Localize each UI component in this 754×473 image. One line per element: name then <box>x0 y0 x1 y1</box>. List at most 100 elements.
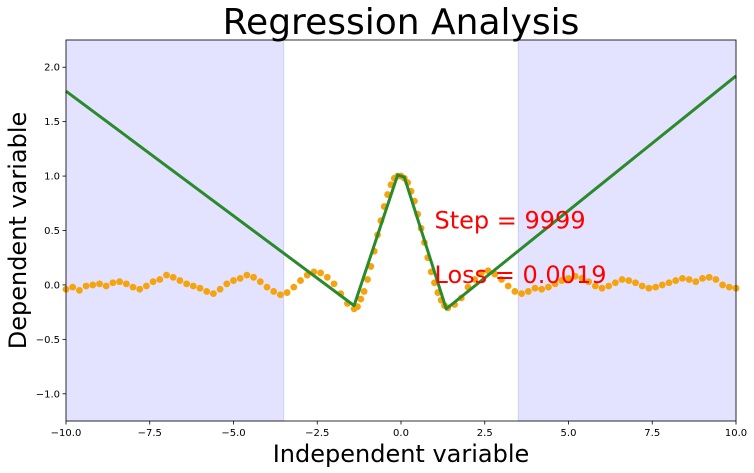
scatter-point <box>136 285 144 293</box>
scatter-point <box>297 277 304 284</box>
scatter-point <box>692 278 700 286</box>
scatter-point <box>216 285 224 293</box>
scatter-point <box>685 276 693 283</box>
y-tick-label: 0.0 <box>44 280 60 291</box>
scatter-point <box>605 282 613 290</box>
scatter-point <box>645 284 653 292</box>
chart-title: Regression Analysis <box>223 2 580 43</box>
scatter-point <box>598 284 606 292</box>
scatter-point <box>183 280 191 288</box>
scatter-point <box>169 273 177 281</box>
fit-line <box>65 74 737 311</box>
scatter-point <box>189 282 197 290</box>
scatter-point <box>638 282 646 290</box>
scatter-point <box>243 271 251 279</box>
scatter-point <box>102 282 110 290</box>
scatter-point <box>176 277 184 284</box>
x-tick-label: 0.0 <box>393 428 409 439</box>
y-tick-label: 1.5 <box>44 117 60 128</box>
scatter-point <box>478 269 485 277</box>
scatter-point <box>652 283 659 291</box>
scatter-point <box>96 280 103 288</box>
scatter-point <box>236 274 244 282</box>
scatter-point <box>498 276 505 283</box>
scatter-point <box>283 289 291 296</box>
fit-line-series <box>65 74 737 311</box>
scatter-point <box>551 280 559 288</box>
y-tick-label: −1.0 <box>36 389 60 400</box>
scatter-point <box>565 274 572 282</box>
scatter-point <box>699 274 706 282</box>
x-axis-ticks: −10.0 −7.5 −5.0 −2.5 0.0 2.5 5.0 7.5 10.0 <box>51 421 747 439</box>
scatter-point <box>504 282 512 290</box>
scatter-point <box>149 278 157 286</box>
y-axis-ticks: −1.0 −0.5 0.0 0.5 1.0 1.5 2.0 <box>36 63 66 400</box>
scatter-point <box>256 278 264 286</box>
y-axis-label: Dependent variable <box>4 112 32 350</box>
scatter-point <box>518 290 525 298</box>
scatter-point <box>591 282 599 290</box>
scatter-point <box>471 276 479 283</box>
scatter-point <box>263 283 271 291</box>
scatter-point <box>156 276 164 283</box>
scatter-point <box>270 288 278 295</box>
scatter-point <box>223 280 231 288</box>
scatter-point <box>558 277 566 284</box>
scatter-point <box>585 278 592 286</box>
scatter-point <box>129 283 137 291</box>
scatter-point <box>89 281 97 289</box>
y-tick-label: 1.0 <box>44 172 60 183</box>
x-axis-label: Independent variable <box>273 440 530 468</box>
scatter-point <box>511 288 519 295</box>
scatter-point <box>364 276 371 283</box>
scatter-point <box>76 286 83 294</box>
scatter-point <box>317 269 324 277</box>
scatter-point <box>143 282 150 290</box>
shaded-region-1 <box>65 39 285 422</box>
scatter-point <box>719 281 726 289</box>
scatter-point <box>612 279 619 287</box>
x-tick-label: 7.5 <box>644 428 660 439</box>
y-tick-label: −0.5 <box>36 335 60 346</box>
scatter-point <box>665 279 673 287</box>
scatter-point <box>578 274 586 282</box>
x-tick-label: −7.5 <box>138 428 162 439</box>
scatter-point <box>531 284 539 292</box>
annotation-1: Step = 9999 <box>435 206 586 234</box>
scatter-point <box>360 288 368 295</box>
x-tick-label: 10.0 <box>725 428 747 439</box>
scatter-point <box>330 280 338 288</box>
scatter-point <box>82 282 90 290</box>
scatter-point <box>230 277 237 284</box>
scatter-point <box>625 277 633 284</box>
y-tick-label: 0.5 <box>44 226 60 237</box>
scatter-point <box>250 273 257 281</box>
x-tick-label: −10.0 <box>51 428 82 439</box>
annotations: Step = 9999 Loss = 0.0019 <box>435 206 607 288</box>
scatter-point <box>632 279 639 287</box>
scatter-point <box>571 272 579 280</box>
x-tick-label: 5.0 <box>561 428 577 439</box>
scatter-point <box>679 274 686 282</box>
scatter-point <box>545 283 552 291</box>
scatter-point <box>277 291 284 299</box>
annotation-2: Loss = 0.0019 <box>435 261 607 289</box>
scatter-point <box>725 283 733 291</box>
scatter-point <box>705 273 713 281</box>
y-tick-label: 2.0 <box>44 63 60 74</box>
scatter-point <box>196 284 204 292</box>
scatter-point <box>524 288 532 295</box>
scatter-point <box>658 281 666 289</box>
scatter-point <box>69 283 77 291</box>
scatter-point <box>538 285 546 293</box>
x-tick-label: −5.0 <box>221 428 245 439</box>
scatter-point <box>122 280 130 288</box>
x-tick-label: −2.5 <box>305 428 329 439</box>
scatter-point <box>357 295 365 303</box>
scatter-point <box>203 288 211 295</box>
scatter-point <box>323 273 331 281</box>
scatter-point <box>163 271 170 279</box>
scatter-point <box>109 279 117 287</box>
scatter-point <box>618 276 626 283</box>
